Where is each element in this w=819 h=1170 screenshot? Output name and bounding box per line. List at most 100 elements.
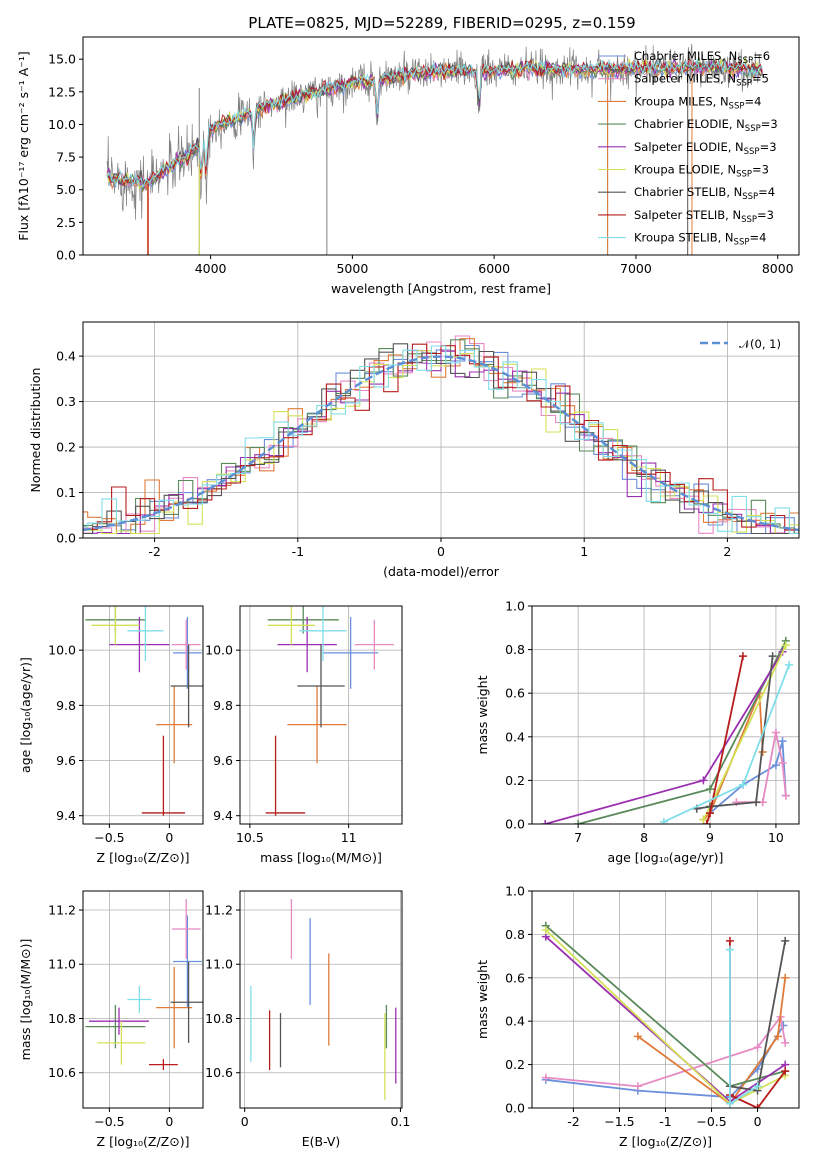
plot-area — [541, 636, 794, 824]
mass-weight-marker — [706, 809, 714, 818]
mass-weight-line-salpeter-elodie — [544, 651, 784, 824]
plot-area — [265, 606, 395, 816]
mass-weight-marker — [699, 776, 708, 785]
age-vs-mass-panel: 10.5 11 9.4 9.6 9.8 10.0 mass [log₁₀(M/M⊙)] — [205, 605, 403, 865]
axes-frame: 4000 5000 6000 7000 8000 0.0 2.5 5.0 7.5 10.0 12.5… — [48, 36, 800, 276]
axes-border — [82, 890, 204, 1109]
y-axis-label: Normed distribution — [28, 368, 43, 493]
y-tick-label: 0.0 — [56, 248, 76, 263]
plot-area — [106, 43, 764, 255]
legend-entry: Kroupa STELIB, NSSP=4 — [634, 231, 766, 248]
x-tick-label: −1.5 — [604, 1114, 634, 1129]
errorbar-chabrier-stelib — [297, 644, 345, 728]
axes-frame: −0.5 0 10.6 10.8 11.0 11.2 — [48, 890, 204, 1129]
y-tick-label: 11.0 — [205, 957, 233, 972]
x-tick-label: 0 — [754, 1114, 762, 1129]
x-tick-label: 0 — [165, 1114, 173, 1129]
errorbar-salpeter-stelib — [265, 735, 306, 816]
errorbar-kroupa-elodie — [97, 1021, 146, 1065]
errorbar-kroupa-elodie — [91, 606, 140, 645]
axes-border — [239, 890, 403, 1109]
y-tick-label: 7.5 — [56, 150, 76, 165]
mass-vs-ebv-panel: 0 0.1 10.6 10.8 11.0 11.2 E(B-V) — [205, 890, 410, 1149]
plot-area — [85, 899, 203, 1071]
plot-area — [85, 606, 203, 816]
mass-weight-marker — [541, 1073, 550, 1082]
legend-entry: Salpeter ELODIE, NSSP=3 — [634, 140, 777, 157]
figure-title: PLATE=0825, MJD=52289, FIBERID=0295, z=0… — [248, 14, 635, 32]
y-tick-label: 5.0 — [56, 182, 76, 197]
y-tick-label: 15.0 — [48, 52, 76, 67]
mass-weight-marker — [659, 817, 668, 824]
mass-weight-marker — [781, 1067, 790, 1076]
x-tick-label: 11 — [341, 830, 357, 845]
x-axis-label: E(B-V) — [302, 1134, 341, 1149]
x-axis-label: age [log₁₀(age/yr)] — [608, 850, 724, 865]
mass-weight-marker — [778, 758, 787, 767]
y-tick-label: 0.6 — [505, 970, 525, 985]
mass-weight-marker — [541, 820, 550, 824]
mass-weight-vs-metallicity-panel: -2 −1.5 -1 −0.5 0 0.0 0.2 0.4 0.6 0.8 1.0 Z [log₁₀(… — [475, 884, 800, 1149]
mass-weight-marker — [771, 761, 780, 770]
y-tick-label: 9.6 — [213, 753, 233, 768]
mass-weight-line-kroupa-miles — [637, 977, 787, 1105]
y-tick-label: 11.0 — [48, 957, 76, 972]
axes-frame: 10.5 11 9.4 9.6 9.8 10.0 — [205, 605, 403, 845]
spectrum-legend: Chabrier MILES, NSSP=6 Salpeter MILES, NS… — [598, 49, 778, 248]
mass-weight-marker — [633, 1082, 642, 1091]
x-tick-label: 1 — [580, 544, 588, 559]
y-axis-label: age [log₁₀(age/yr)] — [18, 657, 33, 773]
y-tick-label: 0.2 — [56, 440, 76, 455]
y-tick-label: 10.8 — [205, 1011, 233, 1026]
y-tick-label: 11.2 — [205, 902, 233, 917]
y-tick-label: 10.6 — [205, 1065, 233, 1080]
errorbar-chabrier-miles — [322, 617, 379, 689]
axes-frame: -2 -1 0 1 2 0.0 0.1 0.2 0.3 0.4 — [56, 321, 800, 559]
errorbar-kroupa-stelib — [299, 606, 347, 662]
plot-area — [250, 899, 397, 1100]
legend-entry: Salpeter MILES, NSSP=5 — [634, 72, 769, 89]
y-axis-label: mass weight — [475, 960, 490, 1039]
axes-border — [531, 605, 800, 825]
errorbar-salpeter-elodie — [277, 617, 337, 673]
mass-weight-marker — [753, 1043, 762, 1052]
y-tick-label: 0.4 — [56, 349, 76, 364]
mass-weight-marker — [773, 1032, 782, 1041]
x-tick-label: −0.5 — [94, 830, 124, 845]
x-tick-label: 7000 — [620, 261, 652, 276]
plot-area — [83, 335, 799, 535]
axes-frame: −0.5 0 9.4 9.6 9.8 10.0 — [48, 605, 204, 845]
y-tick-label: 9.8 — [56, 698, 76, 713]
mass-weight-marker — [771, 728, 780, 737]
mass-weight-marker — [574, 820, 583, 824]
mass-weight-line-chabrier-elodie — [577, 640, 787, 824]
errorbar-kroupa-elodie — [267, 606, 316, 645]
residual-legend: 𝒩(0, 1) — [700, 337, 781, 351]
y-tick-label: 9.4 — [213, 808, 233, 823]
mass-weight-marker — [781, 936, 790, 945]
gaussian-reference-curve — [83, 355, 799, 532]
legend-entry: Kroupa MILES, NSSP=4 — [634, 94, 761, 111]
y-tick-label: 0.2 — [505, 1057, 525, 1072]
y-axis-label: mass weight — [475, 675, 490, 754]
y-tick-label: 9.8 — [213, 698, 233, 713]
x-tick-label: 0 — [437, 544, 445, 559]
errorbar-salpeter-stelib — [149, 1059, 178, 1071]
x-tick-label: 2 — [723, 544, 731, 559]
y-tick-label: 11.2 — [48, 902, 76, 917]
residuals-histogram-panel: -2 -1 0 1 2 0.0 0.1 0.2 0.3 0.4 (data-model)/error… — [28, 321, 800, 579]
x-tick-label: 4000 — [195, 261, 227, 276]
y-tick-label: 0.0 — [505, 1101, 525, 1116]
residual-histogram-chabrier-stelib — [83, 343, 799, 535]
axes-border — [239, 605, 403, 825]
y-tick-label: 2.5 — [56, 215, 76, 230]
legend-entry: 𝒩(0, 1) — [739, 337, 781, 351]
y-tick-label: 0.1 — [56, 485, 76, 500]
x-tick-label: −0.5 — [94, 1114, 124, 1129]
y-tick-label: 0.0 — [505, 817, 525, 832]
errorbar-salpeter-miles — [354, 619, 395, 670]
errorbar-kroupa-miles — [156, 686, 193, 764]
errorbar-chabrier-elodie — [85, 1004, 146, 1049]
x-tick-label: 8 — [640, 830, 648, 845]
